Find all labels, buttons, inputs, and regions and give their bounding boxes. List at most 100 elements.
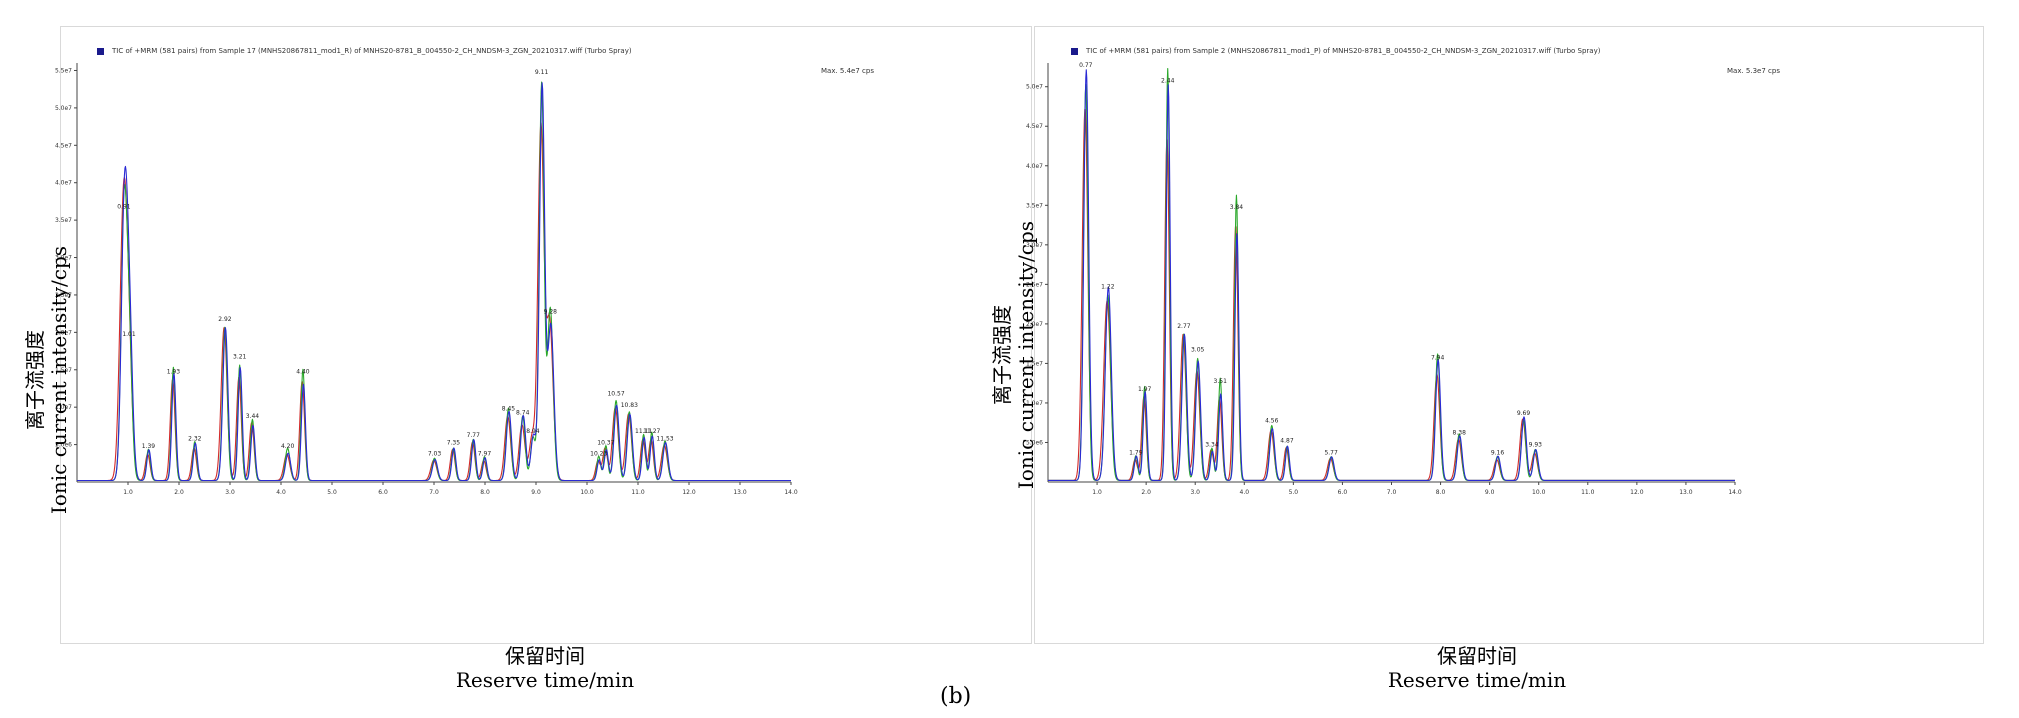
left-peak-label: 10.57 [607,391,624,398]
x-axis-title-right-en: Reserve time/min [1387,668,1567,692]
right-x-tick-label: 10.0 [1532,489,1546,496]
y-axis-title-right-cn: 离子流强度 [990,305,1014,405]
left-x-tick-label: 14.0 [784,489,798,496]
left-peak-label: 7.97 [478,451,492,458]
x-axis-title-right: 保留时间 Reserve time/min [1277,644,1677,692]
left-x-tick-label: 10.0 [580,489,594,496]
right-x-tick-label: 5.0 [1289,489,1299,496]
right-trace-2 [1047,69,1736,481]
legend-swatch-right [1071,47,1078,55]
right-x-tick-label: 9.0 [1485,489,1495,496]
right-peak-label: 7.94 [1431,354,1445,361]
right-peak-label: 1.22 [1101,283,1115,290]
left-y-tick-label: 2.0e7 [55,329,72,336]
left-peak-label: 4.40 [296,368,310,375]
right-peak-label: 9.16 [1491,449,1505,456]
left-y-tick-label: 3.5e7 [55,217,72,224]
right-peak-label: 4.56 [1265,418,1279,425]
left-peak-label: 1.39 [142,443,156,450]
left-peak-label: 2.92 [218,316,232,323]
right-peak-label: 3.51 [1214,378,1228,385]
x-axis-title-left: 保留时间 Reserve time/min [345,644,745,692]
right-y-tick-label: 2.5e7 [1026,281,1043,288]
right-x-tick-label: 6.0 [1338,489,1348,496]
left-trace-0 [76,122,792,482]
left-peak-label: 3.21 [233,353,247,360]
left-peak-label: 8.45 [502,406,516,413]
left-peak-label: 2.32 [188,436,202,443]
left-peak-label: 8.94 [526,428,540,435]
right-x-tick-label: 14.0 [1728,489,1742,496]
left-peak-label: 7.77 [467,432,481,439]
right-peak-label: 3.05 [1191,347,1205,354]
left-peak-label: 7.35 [447,439,461,446]
figure-caption: (b) [940,684,972,709]
y-axis-title-left-cn: 离子流强度 [23,330,47,430]
left-y-tick-label: 5.5e7 [55,67,72,74]
right-peak-label: 1.79 [1129,449,1143,456]
right-y-tick-label: 5.0e7 [1026,84,1043,91]
right-peak-label: 2.44 [1161,78,1175,85]
left-peak-label: 1.01 [122,331,136,338]
right-peak-label: 9.69 [1517,410,1531,417]
left-x-tick-label: 2.0 [174,489,184,496]
chart-svg-right: 5.0e6 1.0e7 1.5e7 2.0e7 2.5e7 3.0e7 3.5e7 4.0e7… [1026,62,1742,496]
right-x-tick-label: 1.0 [1092,489,1102,496]
right-x-tick-label: 8.0 [1436,489,1446,496]
left-y-tick-label: 2.5e7 [55,292,72,299]
left-peak-label: 0.91 [117,204,131,211]
right-y-tick-label: 3.5e7 [1026,202,1043,209]
right-peak-label: 0.77 [1079,62,1093,69]
right-y-tick-label: 4.5e7 [1026,123,1043,130]
right-peak-label: 3.34 [1205,441,1219,448]
x-axis-title-left-cn: 保留时间 [505,644,585,668]
y-axis-title-right-en: Ionic current intensity/cps [1014,220,1038,490]
max-label-left: Max. 5.4e7 cps [821,67,874,75]
y-axis-title-left-text: 离子流强度 Ionic current intensity/cps [23,246,71,514]
left-y-tick-label: 5.0e7 [55,105,72,112]
y-axis-title-left-en: Ionic current intensity/cps [47,245,71,515]
right-x-tick-label: 13.0 [1679,489,1693,496]
right-x-tick-label: 7.0 [1387,489,1397,496]
x-axis-title-right-cn: 保留时间 [1437,644,1517,668]
right-y-tick-label: 3.0e7 [1026,242,1043,249]
left-x-tick-label: 13.0 [733,489,747,496]
left-x-tick-label: 7.0 [429,489,439,496]
right-y-tick-label: 1.5e7 [1026,360,1043,367]
right-peak-label: 4.87 [1280,437,1294,444]
right-x-tick-label: 4.0 [1240,489,1250,496]
left-peak-label: 9.28 [544,308,558,315]
y-axis-title-right: 离子流强度 Ionic current intensity/cps [990,140,1038,570]
chart-panel-left: TIC of +MRM (581 pairs) from Sample 17 (… [55,26,1032,644]
right-peak-label: 2.77 [1177,323,1191,330]
left-peak-label: 11.11 [635,428,652,435]
y-axis-title-right-text: 离子流强度 Ionic current intensity/cps [990,221,1038,489]
left-y-tick-label: 3.0e7 [55,255,72,262]
left-x-tick-label: 11.0 [631,489,645,496]
y-axis-title-left: 离子流强度 Ionic current intensity/cps [23,165,71,595]
left-x-tick-label: 1.0 [123,489,133,496]
right-x-tick-label: 2.0 [1141,489,1151,496]
right-y-tick-label: 2.0e7 [1026,321,1043,328]
legend-text-left: TIC of +MRM (581 pairs) from Sample 17 (… [112,47,632,55]
left-y-tick-label: 1.5e7 [55,367,72,374]
left-peak-label: 11.27 [643,428,660,435]
left-x-tick-label: 3.0 [225,489,235,496]
left-peak-label: 1.93 [167,368,181,375]
left-peak-label: 10.83 [621,402,638,409]
x-axis-title-left-en: Reserve time/min [455,668,635,692]
left-peak-label: 7.03 [428,451,442,458]
left-trace-1 [76,81,792,482]
right-peak-label: 3.84 [1230,204,1244,211]
left-x-tick-label: 8.0 [480,489,490,496]
chart-svg-left: 5.0e6 1.0e7 1.5e7 2.0e7 2.5e7 3.0e7 3.5e7 4.0e7… [55,63,798,496]
left-x-tick-label: 6.0 [378,489,388,496]
left-y-tick-label: 5.0e6 [55,442,72,449]
right-peak-label: 9.93 [1529,441,1543,448]
right-x-tick-label: 12.0 [1630,489,1644,496]
right-x-tick-label: 3.0 [1190,489,1200,496]
left-x-tick-label: 12.0 [682,489,696,496]
right-x-tick-label: 11.0 [1581,489,1595,496]
left-peak-label: 8.74 [516,409,530,416]
legend-right: TIC of +MRM (581 pairs) from Sample 2 (M… [1071,47,1600,55]
